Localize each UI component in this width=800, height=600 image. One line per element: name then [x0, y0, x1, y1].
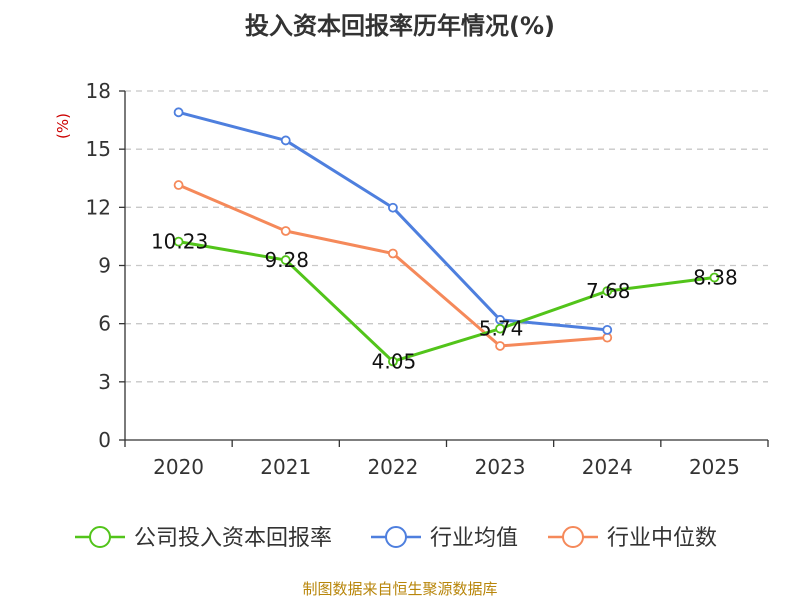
x-tick-label: 2022: [367, 455, 418, 479]
series-line: [178, 240, 715, 363]
y-tick-label: 12: [86, 195, 111, 219]
legend-item[interactable]: 公司投入资本回报率: [134, 526, 332, 551]
series-line: [178, 110, 608, 332]
data-label-layer: 10.23 9.28 4.05 5.74 7.68 8.38: [151, 230, 738, 374]
legend-swatch-marker: [89, 526, 111, 548]
axis-layer: 0 3 6 9 12 15 18 2020 2021 2022 2023 2024 2025: [86, 79, 769, 479]
y-tick-label: 9: [98, 254, 111, 278]
grid-layer: [125, 90, 768, 383]
data-label: 7.68: [586, 279, 631, 303]
y-tick-label: 18: [86, 79, 111, 103]
data-label: 9.28: [264, 248, 309, 272]
legend-swatch-marker: [385, 526, 407, 548]
y-tick-label: 0: [98, 428, 111, 452]
data-label: 8.38: [693, 266, 738, 290]
data-point[interactable]: [495, 314, 505, 325]
x-tick-label: 2021: [260, 455, 311, 479]
data-point[interactable]: [495, 341, 505, 351]
data-point[interactable]: [709, 272, 720, 283]
data-label: 4.05: [372, 349, 417, 373]
x-tick-label: 2020: [153, 455, 204, 479]
legend: 公司投入资本回报率 行业均值 行业中位数: [75, 526, 717, 551]
y-axis-unit-label: (%): [54, 113, 72, 139]
x-tick-label: 2024: [582, 455, 633, 479]
data-point[interactable]: [173, 107, 184, 118]
data-point[interactable]: [173, 236, 184, 247]
source-note: 制图数据来自恒生聚源数据库: [302, 580, 498, 598]
data-point[interactable]: [388, 356, 398, 367]
legend-swatch-marker: [562, 526, 584, 548]
x-tick-label: 2025: [689, 455, 740, 479]
data-point[interactable]: [388, 248, 398, 259]
data-point[interactable]: [602, 286, 613, 296]
data-point[interactable]: [602, 324, 613, 335]
data-point[interactable]: [602, 332, 613, 343]
chart-title: 投入资本回报率历年情况(%): [245, 12, 555, 40]
y-tick-label: 3: [98, 370, 111, 394]
data-point[interactable]: [280, 135, 291, 146]
legend-item[interactable]: 行业中位数: [607, 526, 717, 551]
y-tick-label: 6: [98, 312, 111, 336]
series-layer: [173, 107, 720, 367]
x-tick-label: 2023: [475, 455, 526, 479]
y-tick-label: 15: [86, 137, 111, 161]
data-label: 10.23: [151, 230, 208, 254]
data-point[interactable]: [495, 323, 505, 334]
data-point[interactable]: [388, 202, 398, 213]
data-label: 5.74: [479, 317, 524, 341]
data-point[interactable]: [173, 180, 184, 190]
data-point[interactable]: [280, 226, 291, 236]
data-point[interactable]: [280, 255, 291, 265]
legend-item[interactable]: 行业均值: [430, 526, 518, 551]
